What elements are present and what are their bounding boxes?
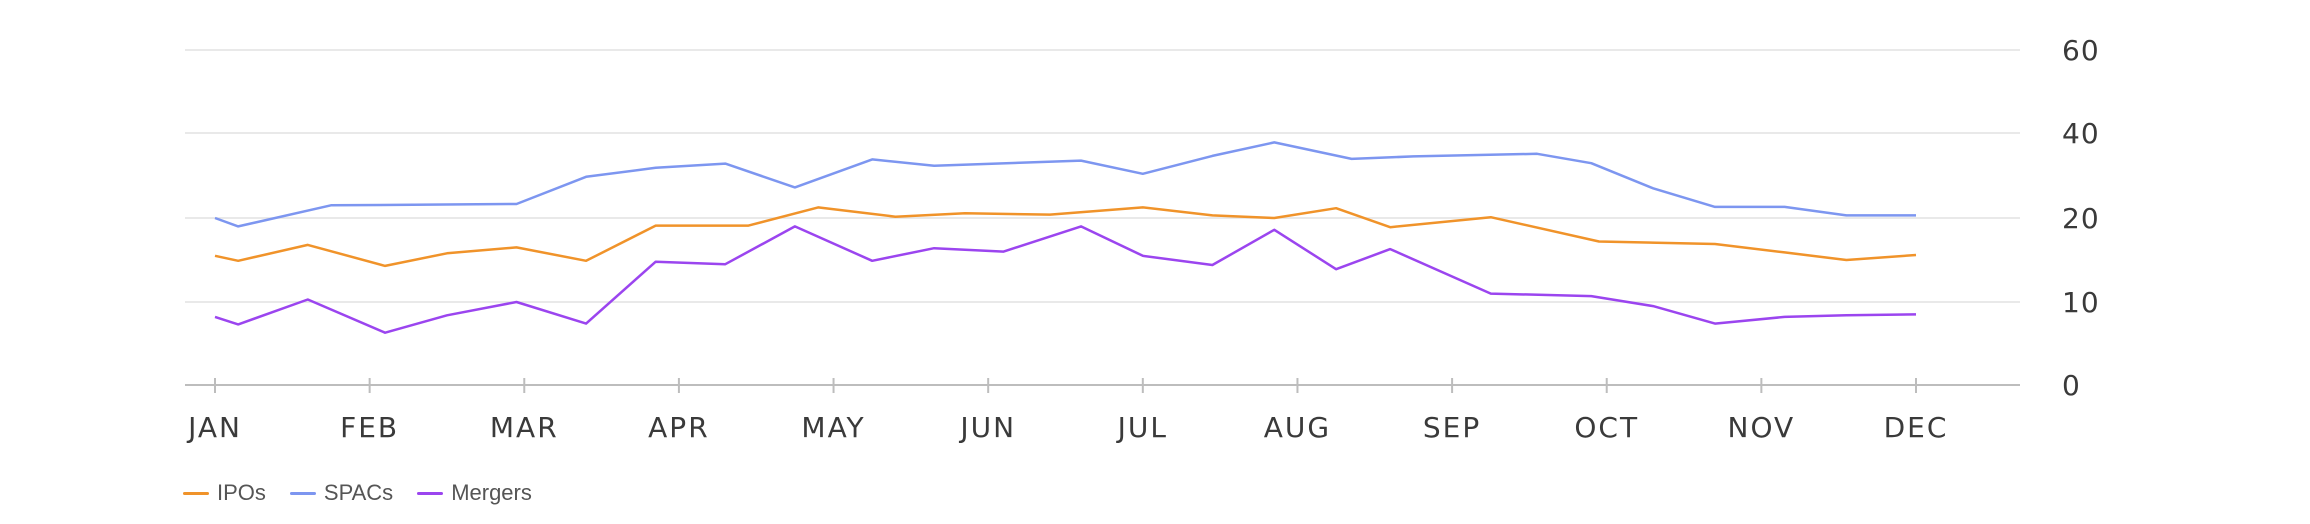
legend-swatch-ipos [183,491,209,495]
legend-item-spacs[interactable]: SPACs [289,480,394,506]
legend-item-ipos[interactable]: IPOs [183,480,266,506]
legend-item-mergers[interactable]: Mergers [417,480,532,506]
legend-label-spacs: SPACs [323,480,394,505]
y-tick-label: 60 [2062,34,2100,67]
line-chart: JAN FEB MAR APR MAY JUN JUL AUG SEP OCT NOV DEC 0 10… [185,34,2100,444]
x-tick-label: FEB [340,411,399,444]
grid [185,49,2020,386]
y-axis: 0 10 20 40 60 [2062,34,2100,402]
x-tick-label: JUL [1116,411,1168,444]
y-tick-label: 0 [2062,369,2081,402]
x-tick-label: AUG [1264,411,1331,444]
legend-label-mergers: Mergers [451,480,532,505]
legend-label-ipos: IPOs [217,480,266,505]
legend: IPOs SPACs Mergers [183,480,532,506]
legend-swatch-spacs [289,491,316,495]
series-lines [214,141,1917,334]
legend-swatch-mergers [417,491,444,495]
y-tick-label: 20 [2062,202,2100,235]
series-line-mergers[interactable] [214,225,1917,334]
y-tick-label: 40 [2062,117,2100,150]
x-tick-label: DEC [1884,411,1949,444]
x-tick-label: NOV [1728,411,1796,444]
x-tick-label: MAY [801,411,865,444]
y-tick-label: 10 [2062,286,2100,319]
series-line-ipos[interactable] [214,206,1917,268]
x-tick-label: APR [648,411,710,444]
x-axis: JAN FEB MAR APR MAY JUN JUL AUG SEP OCT NOV DEC [186,378,1949,444]
x-tick-label: JUN [958,411,1016,444]
series-line-spacs[interactable] [214,141,1916,228]
x-tick-label: OCT [1574,411,1639,444]
x-tick-label: MAR [490,411,559,444]
x-tick-label: JAN [186,411,242,444]
x-tick-label: SEP [1423,411,1481,444]
